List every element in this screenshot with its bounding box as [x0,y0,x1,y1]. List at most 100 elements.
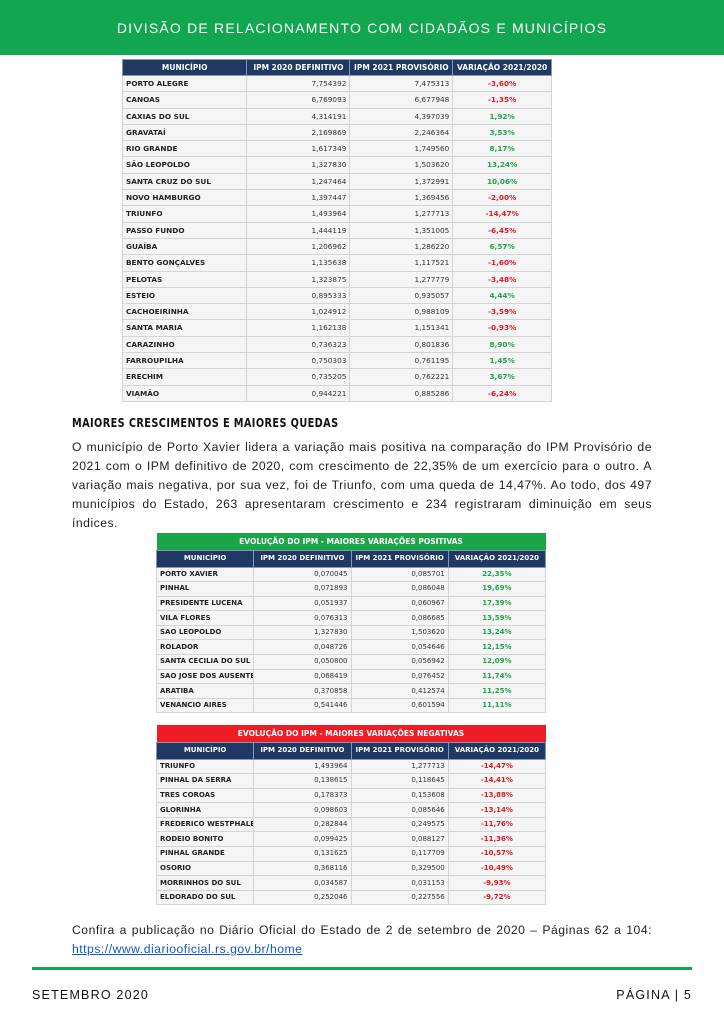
variation-cell: 11,11% [447,697,547,714]
variation-cell: -9,93% [447,875,547,891]
ipm-2020-cell: 0,131625 [253,846,352,862]
ipm-2021-cell: 1,117521 [349,254,454,272]
variation-cell: 1,45% [452,352,552,370]
municipio-cell: RODEIO BONITO [155,831,255,848]
ipm-2021-cell: 1,277713 [349,205,454,223]
table-caption: EVOLUÇÃO DO IPM - MAIORES VARIAÇÕES NEGA… [156,725,546,742]
municipio-cell: ARATIBA [155,683,255,699]
ipm-2021-cell: 0,086685 [350,610,449,626]
ipm-2020-cell: 1,493964 [253,758,352,775]
municipio-cell: SAO LEOPOLDO [155,624,255,641]
variation-cell: -6,45% [452,221,552,239]
ipm-2020-cell: 0,098603 [253,802,352,818]
ipm-2021-cell: 0,935057 [349,286,454,305]
ipm-2020-cell: 0,070045 [253,566,352,583]
table-row: NOVO HAMBURGO 1,397447 1,369456 -2,00% [121,189,552,207]
variation-cell: -3,60% [452,74,552,93]
ipm-2021-cell: 0,601594 [350,697,449,714]
variation-cell: -1,35% [452,91,552,109]
ipm-2020-cell: 0,368116 [253,860,352,877]
table-row: GUAÍBA 1,206962 1,286220 6,57% [121,237,552,256]
variation-cell: 3,67% [452,368,552,386]
ipm-2021-cell: 0,060967 [350,595,449,612]
variation-cell: 10,06% [452,172,552,191]
page-header: DIVISÃO DE RELACIONAMENTO COM CIDADÃOS E… [0,0,724,55]
table-row: CARAZINHO 0,736323 0,801836 8,90% [121,335,552,354]
municipio-cell: PASSO FUNDO [121,221,248,239]
ipm-2020-cell: 1,327830 [253,624,352,641]
table-row: RODEIO BONITO 0,099425 0,088127 -11,36% [155,831,547,848]
ipm-2021-cell: 0,885286 [349,384,454,402]
section-heading: MAIORES CRESCIMENTOS E MAIORES QUEDAS [72,415,339,430]
ipm-2021-cell: 0,227556 [350,889,449,906]
municipio-cell: CARAZINHO [121,335,248,354]
ipm-2021-cell: 0,088127 [350,831,449,848]
table-row: VENANCIO AIRES 0,541446 0,601594 11,11% [155,697,547,714]
table-row: SANTA MARIA 1,162138 1,151341 -0,93% [121,319,552,337]
municipio-cell: SANTA CRUZ DO SUL [121,172,248,191]
variation-cell: 3,53% [452,123,552,142]
ipm-2020-cell: 1,327830 [246,156,351,174]
variation-cell: -14,47% [447,758,547,775]
municipio-cell: PINHAL DA SERRA [155,773,255,789]
municipio-cell: PORTO ALEGRE [121,74,248,93]
ipm-2020-cell: 1,206962 [246,237,351,256]
ipm-2021-cell: 2,246364 [349,123,454,142]
table-row: PINHAL GRANDE 0,131625 0,117709 -10,57% [155,846,547,862]
municipio-cell: PELOTAS [121,270,248,288]
municipio-cell: ERECHIM [121,368,248,386]
municipio-cell: SÃO LEOPOLDO [121,156,248,174]
table-row: ARATIBA 0,370858 0,412574 11,25% [155,683,547,699]
table-row: OSORIO 0,368116 0,329500 -10,49% [155,860,547,877]
table-row: ROLADOR 0,048726 0,054646 12,15% [155,639,547,656]
municipio-cell: VILA FLORES [155,610,255,626]
municipio-cell: PORTO XAVIER [155,566,255,583]
diario-oficial-link[interactable]: https://www.diariooficial.rs.gov.br/home [72,942,303,956]
table-row: FREDERICO WESTPHALEN 0,282844 0,249575 -11,… [155,816,547,833]
variation-cell: 12,09% [447,654,547,670]
ipm-2020-cell: 1,397447 [246,189,351,207]
ipm-2021-cell: 0,085701 [350,566,449,583]
municipio-cell: GLORINHA [155,802,255,818]
table-row: PORTO XAVIER 0,070045 0,085701 22,35% [155,566,547,583]
ipm-2020-cell: 0,050800 [253,654,352,670]
ipm-2021-cell: 0,031153 [350,875,449,891]
table-row: PORTO ALEGRE 7,754392 7,475313 -3,60% [121,74,552,93]
column-header: IPM 2021 PROVISÓRIO [349,59,454,76]
table-row: MORRINHOS DO SUL 0,034587 0,031153 -9,93% [155,875,547,891]
ipm-2021-cell: 1,351005 [349,221,454,239]
variation-cell: -10,57% [447,846,547,862]
municipio-cell: OSORIO [155,860,255,877]
ipm-main-table: MUNICÍPIO IPM 2020 DEFINITIVO IPM 2021 PRO… [121,59,552,402]
ipm-2020-cell: 1,323875 [246,270,351,288]
municipio-cell: PRESIDENTE LUCENA [155,595,255,612]
municipio-cell: MORRINHOS DO SUL [155,875,255,891]
footer-divider [32,967,692,970]
table-row: PINHAL DA SERRA 0,138615 0,118645 -14,41% [155,773,547,789]
municipio-cell: ESTEIO [121,286,248,305]
variation-cell: -3,59% [452,303,552,321]
table-row: VIAMÃO 0,944221 0,885286 -6,24% [121,384,552,402]
table-row: CACHOEIRINHA 1,024912 0,988109 -3,59% [121,303,552,321]
ipm-2021-cell: 0,249575 [350,816,449,833]
ipm-2020-cell: 6,769093 [246,91,351,109]
column-header: VARIAÇÃO 2021/2020 [447,741,547,760]
table-header-row: MUNICÍPIO IPM 2020 DEFINITIVO IPM 2021 PRO… [155,741,547,760]
variation-cell: 11,25% [447,683,547,699]
ipm-2020-cell: 0,735205 [246,368,351,386]
ipm-2021-cell: 1,277713 [350,758,449,775]
variation-cell: -11,76% [447,816,547,833]
ipm-2021-cell: 4,397039 [349,107,454,125]
municipio-cell: SAO JOSE DOS AUSENTES [155,668,255,685]
variation-cell: 8,90% [452,335,552,354]
ipm-2020-cell: 0,138615 [253,773,352,789]
table-header-row: MUNICÍPIO IPM 2020 DEFINITIVO IPM 2021 PRO… [155,549,547,568]
ipm-2020-cell: 0,034587 [253,875,352,891]
municipio-cell: PINHAL [155,581,255,597]
table-row: TRIUNFO 1,493964 1,277713 -14,47% [155,758,547,775]
ipm-2021-cell: 1,369456 [349,189,454,207]
variation-cell: -1,60% [452,254,552,272]
ipm-2020-cell: 0,099425 [253,831,352,848]
ipm-2020-cell: 1,247464 [246,172,351,191]
ipm-2021-cell: 1,151341 [349,319,454,337]
